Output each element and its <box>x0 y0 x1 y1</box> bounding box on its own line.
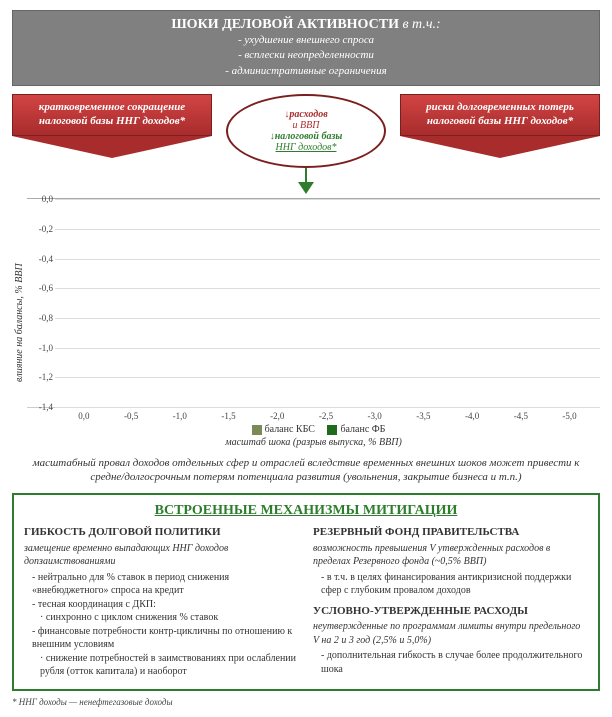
xtick-label: -3,5 <box>416 411 430 421</box>
down-arrow-tri <box>298 182 314 194</box>
xtick-label: -4,5 <box>514 411 528 421</box>
ytick-label: -1,0 <box>27 343 53 353</box>
xtick-label: -1,5 <box>221 411 235 421</box>
ytick-label: -1,4 <box>27 402 53 412</box>
list-item: дополнительная гибкость в случае более п… <box>321 649 588 676</box>
right-list1: в т.ч. в целях финансирования антикризис… <box>313 571 588 598</box>
gridline <box>55 259 600 260</box>
list-item: нейтрально для % ставок в период снижени… <box>32 571 299 598</box>
right-arrow-label: риски долговременных потерь налоговой ба… <box>400 94 600 136</box>
xtick-label: -5,0 <box>562 411 576 421</box>
legend-kbs: баланс КБС <box>265 424 315 435</box>
xtick-label: -0,5 <box>124 411 138 421</box>
center-oval-block: ↓расходов и ВВП ↓налоговой базы ННГ дохо… <box>226 94 386 194</box>
legend-sw-fb <box>327 425 337 435</box>
left-h: ГИБКОСТЬ ДОЛГОВОЙ ПОЛИТИКИ <box>24 525 299 540</box>
header-bullet-2: - административные ограничения <box>23 64 589 79</box>
chart-plot: 0,0-0,2-0,4-0,6-0,8-1,0-1,2-1,4 <box>27 198 600 408</box>
header-title-text: ШОКИ ДЕЛОВОЙ АКТИВНОСТИ <box>171 17 399 32</box>
gridline <box>55 377 600 378</box>
down-arrow-stem <box>305 168 307 182</box>
oval-line4: ННГ доходов* <box>276 142 337 153</box>
oval-line3: ↓налоговой базы <box>270 131 343 142</box>
legend-fb: баланс ФБ <box>340 424 385 435</box>
header-bullet-0: - ухудшение внешнего спроса <box>23 33 589 48</box>
list-item: финансовые потребности контр-цикличны по… <box>32 625 299 652</box>
header-box: ШОКИ ДЕЛОВОЙ АКТИВНОСТИ в т.ч.: - ухудше… <box>12 10 600 86</box>
header-bullet-1: - всплески неопределенности <box>23 48 589 63</box>
xtick-label: -1,0 <box>173 411 187 421</box>
header-title-suffix: в т.ч.: <box>399 17 441 32</box>
ytick-label: 0,0 <box>27 194 53 204</box>
xtick-label: -2,5 <box>319 411 333 421</box>
ytick-label: -1,2 <box>27 372 53 382</box>
chart-xticks: 0,0 -0,5 -1,0 -1,5 -2,0 -2,5 -3,0 -3,5 -4,0 -4,5 -… <box>61 408 594 421</box>
left-list: нейтрально для % ставок в период снижени… <box>24 571 299 679</box>
right-list2: дополнительная гибкость в случае более п… <box>313 649 588 676</box>
mitigation-right-col: РЕЗЕРВНЫЙ ФОНД ПРАВИТЕЛЬСТВА возможность… <box>313 525 588 679</box>
list-item: тесная координация с ДКП: <box>32 598 299 612</box>
list-item: снижение потребностей в заимствованиях п… <box>32 652 299 679</box>
xtick-label: -4,0 <box>465 411 479 421</box>
xtick-label: 0,0 <box>78 411 89 421</box>
right-lead1: возможность превышения V утвержденных ра… <box>313 542 588 569</box>
gridline <box>55 348 600 349</box>
gridline <box>55 407 600 408</box>
list-item: в т.ч. в целях финансирования антикризис… <box>321 571 588 598</box>
chart-bars <box>61 199 594 407</box>
right-arrow: риски долговременных потерь налоговой ба… <box>400 94 600 158</box>
ytick-label: -0,2 <box>27 224 53 234</box>
mitigation-left-col: ГИБКОСТЬ ДОЛГОВОЙ ПОЛИТИКИ замещение вре… <box>24 525 299 679</box>
chart-xlabel: масштаб шока (разрыв выпуска, % ВВП) <box>27 437 600 448</box>
mitigation-box: ВСТРОЕННЫЕ МЕХАНИЗМЫ МИТИГАЦИИ ГИБКОСТЬ … <box>12 493 600 691</box>
gridline <box>55 318 600 319</box>
right-lead2: неутвержденные по программам лимиты внут… <box>313 620 588 647</box>
arrows-row: кратковременное сокращение налоговой баз… <box>12 94 600 194</box>
gridline <box>55 199 600 200</box>
gridline <box>55 229 600 230</box>
left-arrow-label: кратковременное сокращение налоговой баз… <box>12 94 212 136</box>
ytick-label: -0,8 <box>27 313 53 323</box>
mitigation-title: ВСТРОЕННЫЕ МЕХАНИЗМЫ МИТИГАЦИИ <box>24 503 588 519</box>
left-arrow: кратковременное сокращение налоговой баз… <box>12 94 212 158</box>
ytick-label: -0,6 <box>27 283 53 293</box>
left-lead: замещение временно выпадающих ННГ доходо… <box>24 542 299 569</box>
xtick-label: -3,0 <box>368 411 382 421</box>
mid-caption: масштабный провал доходов отдельных сфер… <box>16 456 596 485</box>
gridline <box>55 288 600 289</box>
chart-ylabel: влияние на балансы, % ВВП <box>12 198 27 448</box>
ytick-label: -0,4 <box>27 254 53 264</box>
chart-legend: баланс КБС баланс ФБ <box>27 424 600 435</box>
left-arrow-tri <box>12 136 212 158</box>
xtick-label: -2,0 <box>270 411 284 421</box>
oval-line1: ↓расходов <box>284 109 327 120</box>
right-arrow-tri <box>400 136 600 158</box>
footnote: * ННГ доходы — ненефтегазовые доходы <box>12 697 600 707</box>
chart: влияние на балансы, % ВВП 0,0 -0,2 -0,4 -0,… <box>12 198 600 448</box>
header-title: ШОКИ ДЕЛОВОЙ АКТИВНОСТИ в т.ч.: <box>23 17 589 33</box>
list-item: синхронно с циклом снижения % ставок <box>32 611 299 625</box>
right-h2: УСЛОВНО-УТВЕРЖДЕННЫЕ РАСХОДЫ <box>313 604 588 619</box>
center-oval: ↓расходов и ВВП ↓налоговой базы ННГ дохо… <box>226 94 386 168</box>
oval-line2: и ВВП <box>293 120 320 131</box>
right-h1: РЕЗЕРВНЫЙ ФОНД ПРАВИТЕЛЬСТВА <box>313 525 588 540</box>
legend-sw-kbs <box>252 425 262 435</box>
